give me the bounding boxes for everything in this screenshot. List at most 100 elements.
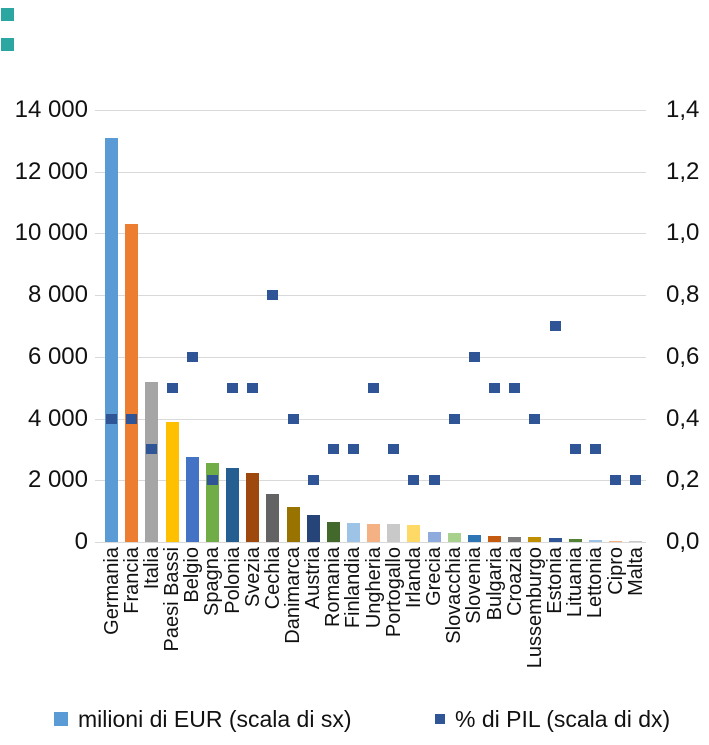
legend-swatch-eur-icon <box>54 712 68 726</box>
marker-francia <box>126 414 137 424</box>
bar-germania <box>105 138 118 542</box>
bar-lettonia <box>589 540 602 542</box>
bar-cipro <box>609 541 622 542</box>
marker-lettonia <box>590 444 601 454</box>
marker-slovacchia <box>449 414 460 424</box>
legend-label-pil: % di PIL (scala di dx) <box>455 705 671 732</box>
gridline <box>95 542 646 543</box>
category-label-finlandia: Finlandia <box>342 547 364 629</box>
bar-italia <box>145 382 158 542</box>
bar-danimarca <box>287 507 300 542</box>
category-label-lituania: Lituania <box>564 547 586 618</box>
legend-label-eur: milioni di EUR (scala di sx) <box>78 705 352 732</box>
marker-cechia <box>267 290 278 300</box>
left-axis-tick: 10 000 <box>14 219 88 246</box>
category-label-francia: Francia <box>121 547 143 614</box>
bar-austria <box>307 515 320 542</box>
bar-paesi-bassi <box>166 422 179 542</box>
category-label-croazia: Croazia <box>504 547 526 616</box>
category-label-ungheria: Ungheria <box>363 547 385 629</box>
marker-romania <box>328 444 339 454</box>
category-label-cechia: Cechia <box>262 547 284 610</box>
bar-croazia <box>508 537 521 542</box>
bar-slovacchia <box>448 533 461 542</box>
category-label-romania: Romania <box>322 547 344 628</box>
bar-svezia <box>246 473 259 542</box>
bar-slovenia <box>468 535 481 542</box>
marker-spagna <box>207 475 218 485</box>
right-axis-tick: 0,6 <box>666 343 700 370</box>
marker-svezia <box>247 383 258 393</box>
category-label-bulgaria: Bulgaria <box>484 547 506 621</box>
left-axis-tick: 4 000 <box>27 405 88 432</box>
bar-finlandia <box>347 523 360 542</box>
category-label-polonia: Polonia <box>222 547 244 614</box>
bar-grecia <box>428 532 441 542</box>
marker-paesi-bassi <box>167 383 178 393</box>
category-label-estonia: Estonia <box>544 547 566 614</box>
marker-slovenia <box>469 352 480 362</box>
right-axis-tick: 1,2 <box>666 158 700 185</box>
bar-polonia <box>226 468 239 542</box>
gridline <box>95 110 646 111</box>
category-label-slovacchia: Slovacchia <box>443 547 465 644</box>
right-axis-tick: 0,4 <box>666 405 700 432</box>
bar-francia <box>125 224 138 542</box>
marker-germania <box>106 414 117 424</box>
left-axis-tick: 8 000 <box>27 281 88 308</box>
category-label-malta: Malta <box>625 547 647 596</box>
category-label-grecia: Grecia <box>423 547 445 606</box>
marker-bulgaria <box>489 383 500 393</box>
bar-irlanda <box>407 525 420 542</box>
marker-finlandia <box>348 444 359 454</box>
marker-belgio <box>187 352 198 362</box>
bar-lussemburgo <box>528 537 541 542</box>
marker-croazia <box>509 383 520 393</box>
category-label-paesi-bassi: Paesi Bassi <box>161 547 183 652</box>
legend-item-eur: milioni di EUR (scala di sx) <box>54 703 352 735</box>
right-axis-tick: 0,2 <box>666 466 700 493</box>
bar-malta <box>629 541 642 542</box>
right-axis-tick: 0,8 <box>666 281 700 308</box>
marker-estonia <box>550 321 561 331</box>
category-label-belgio: Belgio <box>181 547 203 603</box>
gridline <box>95 295 646 296</box>
bar-lituania <box>569 539 582 542</box>
marker-irlanda <box>408 475 419 485</box>
list-bullet-icon <box>1 8 14 21</box>
category-label-irlanda: Irlanda <box>403 547 425 609</box>
bar-belgio <box>186 457 199 542</box>
bar-estonia <box>549 538 562 542</box>
category-label-slovenia: Slovenia <box>463 547 485 624</box>
category-label-cipro: Cipro <box>605 547 627 595</box>
marker-lituania <box>570 444 581 454</box>
bar-portogallo <box>387 524 400 542</box>
category-label-germania: Germania <box>101 547 123 635</box>
marker-austria <box>308 475 319 485</box>
left-axis-tick: 0 <box>74 528 88 555</box>
left-axis-tick: 12 000 <box>14 158 88 185</box>
bar-romania <box>327 522 340 542</box>
legend-item-pil: % di PIL (scala di dx) <box>435 703 670 735</box>
marker-italia <box>146 444 157 454</box>
bar-bulgaria <box>488 536 501 542</box>
list-bullet-icon <box>1 38 14 51</box>
gridline <box>95 357 646 358</box>
category-label-portogallo: Portogallo <box>383 547 405 638</box>
marker-cipro <box>610 475 621 485</box>
gridline <box>95 480 646 481</box>
gridline <box>95 233 646 234</box>
category-label-italia: Italia <box>141 547 163 590</box>
marker-portogallo <box>388 444 399 454</box>
category-label-svezia: Svezia <box>242 547 264 608</box>
category-label-spagna: Spagna <box>201 547 223 616</box>
marker-malta <box>630 475 641 485</box>
gridline <box>95 419 646 420</box>
marker-ungheria <box>368 383 379 393</box>
category-label-austria: Austria <box>302 547 324 610</box>
gridline <box>95 172 646 173</box>
right-axis-tick: 1,4 <box>666 96 700 123</box>
left-axis-tick: 14 000 <box>14 96 88 123</box>
marker-polonia <box>227 383 238 393</box>
